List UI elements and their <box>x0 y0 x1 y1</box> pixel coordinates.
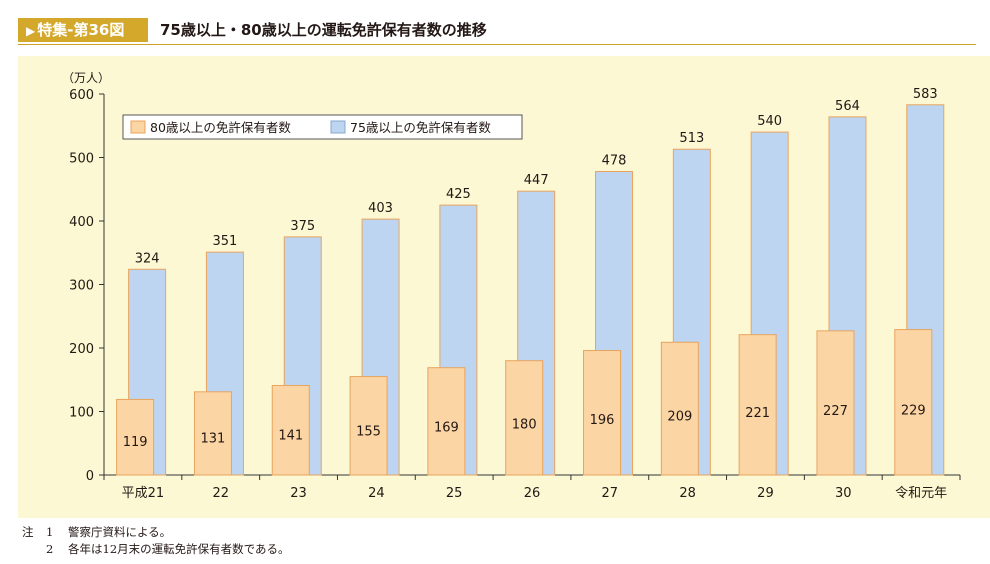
figure-header: ▶ 特集-第36図 75歳以上・80歳以上の運転免許保有者数の推移 <box>18 16 976 45</box>
data-label-75-10: 583 <box>913 87 938 102</box>
data-label-80-7: 209 <box>667 409 692 424</box>
bar-80-4 <box>427 367 466 476</box>
y-axis-unit: （万人） <box>62 71 110 85</box>
data-label-80-2: 141 <box>278 429 303 444</box>
chart-title: 75歳以上・80歳以上の運転免許保有者数の推移 <box>160 21 487 39</box>
y-tick-label: 0 <box>86 469 94 484</box>
footnote-1: 注 1 警察庁資料による。 <box>22 525 172 539</box>
bar-80-0 <box>116 398 155 476</box>
data-label-75-7: 513 <box>679 131 704 146</box>
y-tick-label: 200 <box>69 342 94 357</box>
legend-box <box>122 114 523 140</box>
data-label-80-10: 229 <box>901 404 926 419</box>
x-tick-label: 30 <box>835 486 852 501</box>
footnote-prefix: 注 <box>22 525 34 539</box>
bar-80-8 <box>738 334 777 476</box>
footnotes: 注 1 警察庁資料による。 2 各年は12月末の運転免許保有者数である。 <box>22 524 290 558</box>
data-label-75-5: 447 <box>524 173 549 188</box>
data-label-75-9: 564 <box>835 99 860 114</box>
y-tick-label: 600 <box>69 88 94 103</box>
bar-80-7 <box>660 341 699 476</box>
data-label-75-3: 403 <box>368 201 393 216</box>
legend-label-80: 80歳以上の免許保有者数 <box>150 120 291 135</box>
figure-number: 特集-第36図 <box>37 21 125 39</box>
legend-swatch-80 <box>130 120 146 134</box>
figure-badge: ▶ 特集-第36図 <box>18 18 148 42</box>
x-tick-label: 平成21 <box>122 486 165 501</box>
data-label-80-3: 155 <box>356 425 381 440</box>
data-label-80-0: 119 <box>123 435 148 450</box>
data-label-80-5: 180 <box>512 418 537 433</box>
x-tick-label: 29 <box>757 486 774 501</box>
data-label-80-8: 221 <box>745 406 770 421</box>
bar-80-6 <box>583 350 622 476</box>
triangle-icon: ▶ <box>26 24 36 38</box>
bar-80-10 <box>894 329 933 476</box>
y-tick-label: 500 <box>69 152 94 167</box>
bar-80-3 <box>349 376 388 476</box>
y-tick-label: 100 <box>69 406 94 421</box>
data-label-80-9: 227 <box>823 404 848 419</box>
data-label-75-6: 478 <box>602 153 627 168</box>
x-tick-label: 25 <box>446 486 463 501</box>
x-tick-label: 令和元年 <box>895 486 947 501</box>
footnote-2: 2 各年は12月末の運転免許保有者数である。 <box>46 542 290 556</box>
data-label-75-4: 425 <box>446 187 471 202</box>
data-label-75-1: 351 <box>213 234 238 249</box>
data-label-80-4: 169 <box>434 421 459 436</box>
data-label-80-1: 131 <box>201 432 226 447</box>
bar-80-9 <box>816 330 855 476</box>
x-tick-label: 23 <box>290 486 307 501</box>
data-label-80-6: 196 <box>590 413 615 428</box>
data-label-75-0: 324 <box>135 251 160 266</box>
legend-swatch-75 <box>330 120 346 134</box>
x-tick-label: 22 <box>212 486 229 501</box>
data-label-75-8: 540 <box>757 114 782 129</box>
legend-label-75: 75歳以上の免許保有者数 <box>350 120 491 135</box>
bar-80-1 <box>193 391 232 476</box>
x-tick-label: 24 <box>368 486 385 501</box>
x-tick-label: 28 <box>679 486 696 501</box>
x-tick-label: 27 <box>602 486 619 501</box>
y-tick-label: 400 <box>69 215 94 230</box>
bar-80-5 <box>505 360 544 476</box>
x-tick-label: 26 <box>524 486 541 501</box>
y-tick-label: 300 <box>69 279 94 294</box>
data-label-75-2: 375 <box>290 219 315 234</box>
bar-80-2 <box>271 384 310 476</box>
